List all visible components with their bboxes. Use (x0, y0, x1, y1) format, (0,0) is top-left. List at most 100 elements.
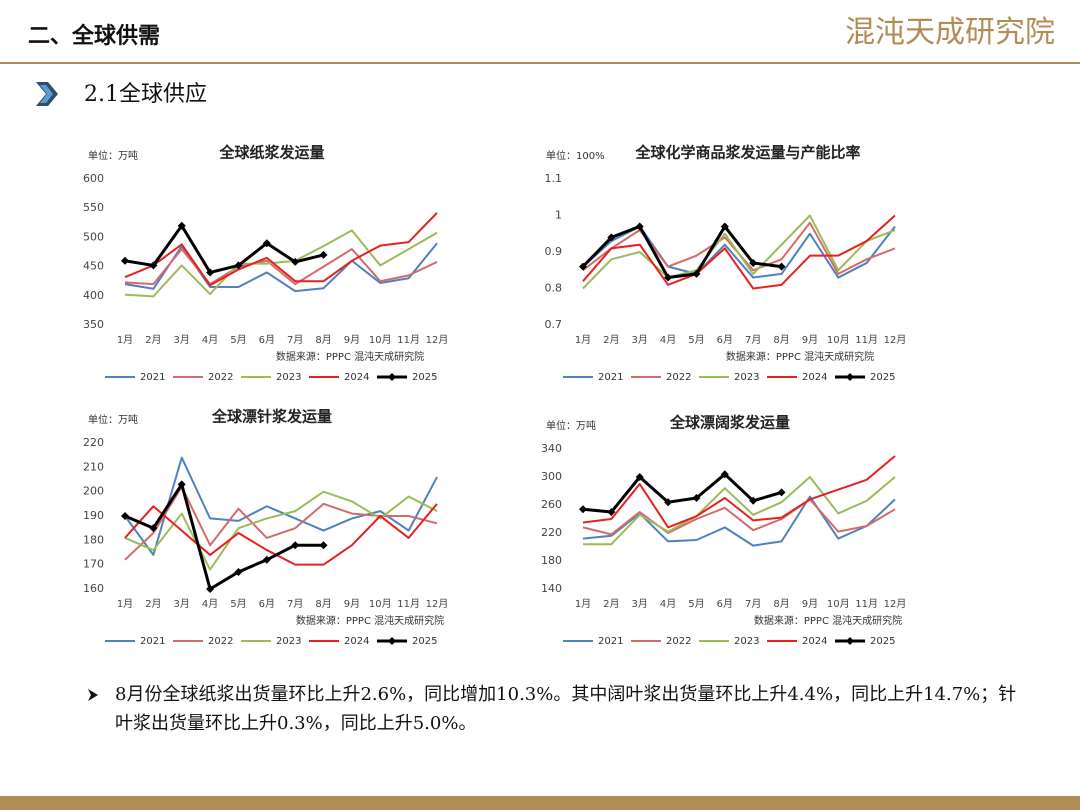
y-tick-label: 200 (83, 485, 104, 498)
x-tick-label: 4月 (660, 334, 676, 346)
x-tick-label: 9月 (802, 334, 818, 346)
x-tick-label: 4月 (660, 598, 676, 610)
x-tick-label: 1月 (117, 334, 133, 346)
y-tick-label: 180 (83, 533, 104, 546)
y-tick-label: 180 (541, 554, 562, 567)
x-tick-label: 8月 (773, 598, 789, 610)
marker (635, 473, 644, 481)
y-tick-label: 1 (555, 209, 562, 222)
x-tick-label: 10月 (369, 334, 392, 346)
series-line (581, 224, 782, 280)
marker (291, 257, 300, 266)
x-tick-label: 10月 (827, 334, 850, 346)
marker (149, 261, 158, 270)
series-line (583, 476, 896, 546)
marker (607, 508, 616, 516)
x-tick-label: 12月 (426, 598, 449, 610)
marker (234, 261, 243, 270)
marker (121, 256, 129, 265)
source: 数据来源：PPPC 混沌天成研究院 (276, 350, 424, 363)
marker (262, 239, 271, 248)
y-tick-label: 340 (541, 442, 562, 455)
legend-label: 2024 (802, 636, 827, 647)
series-line (124, 503, 438, 566)
x-tick-label: 2月 (603, 334, 619, 346)
y-tick-label: 220 (541, 526, 562, 539)
x-tick-label: 4月 (202, 598, 218, 610)
series-line (124, 456, 438, 556)
legend-marker (388, 373, 396, 381)
note: 8月份全球纸浆出货量环比上升2.6%，同比增加10.3%。其中阔叶浆出货量环比上… (115, 684, 1017, 734)
y-tick-label: 140 (541, 582, 562, 595)
series-line (124, 224, 324, 274)
y-tick-label: 170 (83, 558, 104, 571)
x-tick-label: 12月 (884, 598, 907, 610)
y-tick-label: 0.9 (545, 245, 563, 258)
series-line (582, 472, 782, 514)
series-line (582, 498, 896, 536)
y-tick-label: 600 (83, 172, 104, 185)
legend-marker (846, 373, 854, 381)
x-tick-label: 7月 (287, 598, 303, 610)
x-tick-label: 5月 (230, 598, 246, 610)
x-tick-label: 7月 (745, 598, 761, 610)
x-tick-label: 2月 (145, 334, 161, 346)
source: 数据来源：PPPC 混沌天成研究院 (754, 614, 902, 627)
x-tick-label: 1月 (575, 598, 591, 610)
y-tick-label: 550 (83, 201, 104, 214)
y-tick-label: 160 (83, 582, 104, 595)
x-tick-label: 3月 (632, 598, 648, 610)
x-tick-label: 8月 (315, 598, 331, 610)
y-tick-label: 500 (83, 230, 104, 243)
x-tick-label: 5月 (230, 334, 246, 346)
legend-label: 2025 (870, 636, 895, 647)
legend-label: 2024 (344, 636, 369, 647)
marker (262, 555, 271, 564)
x-tick-label: 3月 (174, 334, 190, 346)
chart-title: 全球纸浆发运量 (218, 144, 324, 162)
footer-bar (0, 796, 1080, 810)
legend-marker (846, 637, 854, 645)
x-tick-label: 9月 (802, 598, 818, 610)
y-tick-label: 220 (83, 436, 104, 449)
series-line (124, 212, 438, 287)
header-title: 二、全球供需 (28, 23, 160, 49)
marker (749, 258, 758, 267)
y-tick-label: 350 (83, 318, 104, 331)
y-tick-label: 260 (541, 498, 562, 511)
x-tick-label: 10月 (369, 598, 392, 610)
x-tick-label: 9月 (344, 598, 360, 610)
x-tick-label: 11月 (397, 598, 420, 610)
marker (319, 541, 328, 550)
y-tick-label: 190 (83, 509, 104, 522)
marker (635, 222, 644, 231)
logo: 混沌天成研究院 (845, 15, 1055, 50)
legend-label: 2021 (598, 636, 623, 647)
marker (121, 512, 129, 520)
source: 数据来源：PPPC 混沌天成研究院 (296, 614, 444, 627)
x-tick-label: 11月 (855, 334, 878, 346)
source: 数据来源：PPPC 混沌天成研究院 (726, 350, 874, 363)
x-tick-label: 12月 (426, 334, 449, 346)
x-tick-label: 6月 (717, 598, 733, 610)
x-tick-label: 8月 (773, 334, 789, 346)
marker (720, 222, 729, 231)
marker (664, 273, 673, 282)
x-tick-label: 4月 (202, 334, 218, 346)
marker (749, 496, 758, 505)
marker (777, 262, 786, 271)
legend-label: 2022 (208, 372, 233, 383)
chart-title: 全球漂针浆发运量 (211, 408, 332, 426)
section-title: 2.1全球供应 (84, 82, 207, 107)
chart-title: 全球漂阔浆发运量 (669, 414, 790, 432)
series-line (582, 455, 896, 529)
marker (607, 233, 616, 242)
x-tick-label: 1月 (575, 334, 591, 346)
x-tick-label: 1月 (117, 598, 133, 610)
unit-label: 单位：万吨 (88, 149, 138, 162)
legend-label: 2024 (344, 372, 369, 383)
legend-label: 2025 (412, 636, 437, 647)
y-tick-label: 400 (83, 289, 104, 302)
legend-label: 2025 (870, 372, 895, 383)
